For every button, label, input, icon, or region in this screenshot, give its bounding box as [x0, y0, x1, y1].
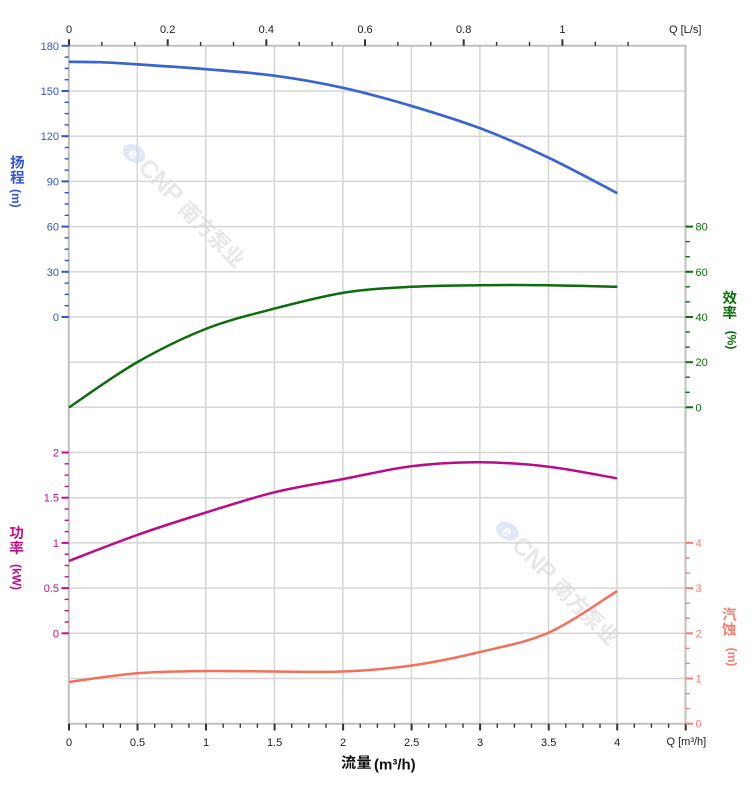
svg-text:4: 4: [614, 737, 620, 749]
svg-text:0: 0: [66, 737, 72, 749]
svg-text:1.5: 1.5: [267, 737, 282, 749]
svg-text:0.5: 0.5: [130, 737, 145, 749]
svg-text:90: 90: [47, 176, 59, 188]
svg-text:0: 0: [696, 719, 702, 731]
svg-text:4: 4: [696, 538, 702, 550]
svg-text:0.5: 0.5: [44, 583, 59, 595]
svg-text:(kW): (kW): [9, 564, 23, 590]
svg-text:0: 0: [66, 24, 72, 36]
svg-text:20: 20: [696, 357, 708, 369]
svg-text:1: 1: [696, 674, 702, 686]
svg-text:40: 40: [696, 312, 708, 324]
svg-text:3.5: 3.5: [541, 737, 556, 749]
svg-text:0: 0: [53, 628, 59, 640]
svg-text:30: 30: [47, 267, 59, 279]
svg-text:120: 120: [41, 131, 59, 143]
svg-text:1.5: 1.5: [44, 493, 59, 505]
svg-text:0.6: 0.6: [357, 24, 372, 36]
svg-text:0: 0: [53, 312, 59, 324]
svg-text:Q [m³/h]: Q [m³/h]: [667, 736, 707, 748]
svg-text:60: 60: [47, 222, 59, 234]
svg-text:1: 1: [53, 538, 59, 550]
svg-text:2: 2: [340, 737, 346, 749]
svg-text:60: 60: [696, 267, 708, 279]
svg-text:3: 3: [696, 583, 702, 595]
svg-text:0: 0: [696, 402, 702, 414]
svg-text:1: 1: [203, 737, 209, 749]
svg-text:2: 2: [696, 628, 702, 640]
svg-text:0.4: 0.4: [259, 24, 274, 36]
svg-text:1: 1: [559, 24, 565, 36]
svg-text:80: 80: [696, 222, 708, 234]
svg-text:0.2: 0.2: [160, 24, 175, 36]
svg-text:(m³/h): (m³/h): [374, 757, 416, 774]
svg-text:2: 2: [53, 448, 59, 460]
svg-text:(m): (m): [725, 648, 739, 667]
svg-text:3: 3: [477, 737, 483, 749]
svg-text:Q [L/s]: Q [L/s]: [669, 24, 701, 36]
svg-text:0.8: 0.8: [456, 24, 471, 36]
svg-text:180: 180: [41, 41, 59, 53]
svg-text:2.5: 2.5: [404, 737, 419, 749]
svg-text:(%): (%): [724, 331, 738, 350]
svg-text:150: 150: [41, 86, 59, 98]
svg-text:(m): (m): [9, 189, 23, 208]
